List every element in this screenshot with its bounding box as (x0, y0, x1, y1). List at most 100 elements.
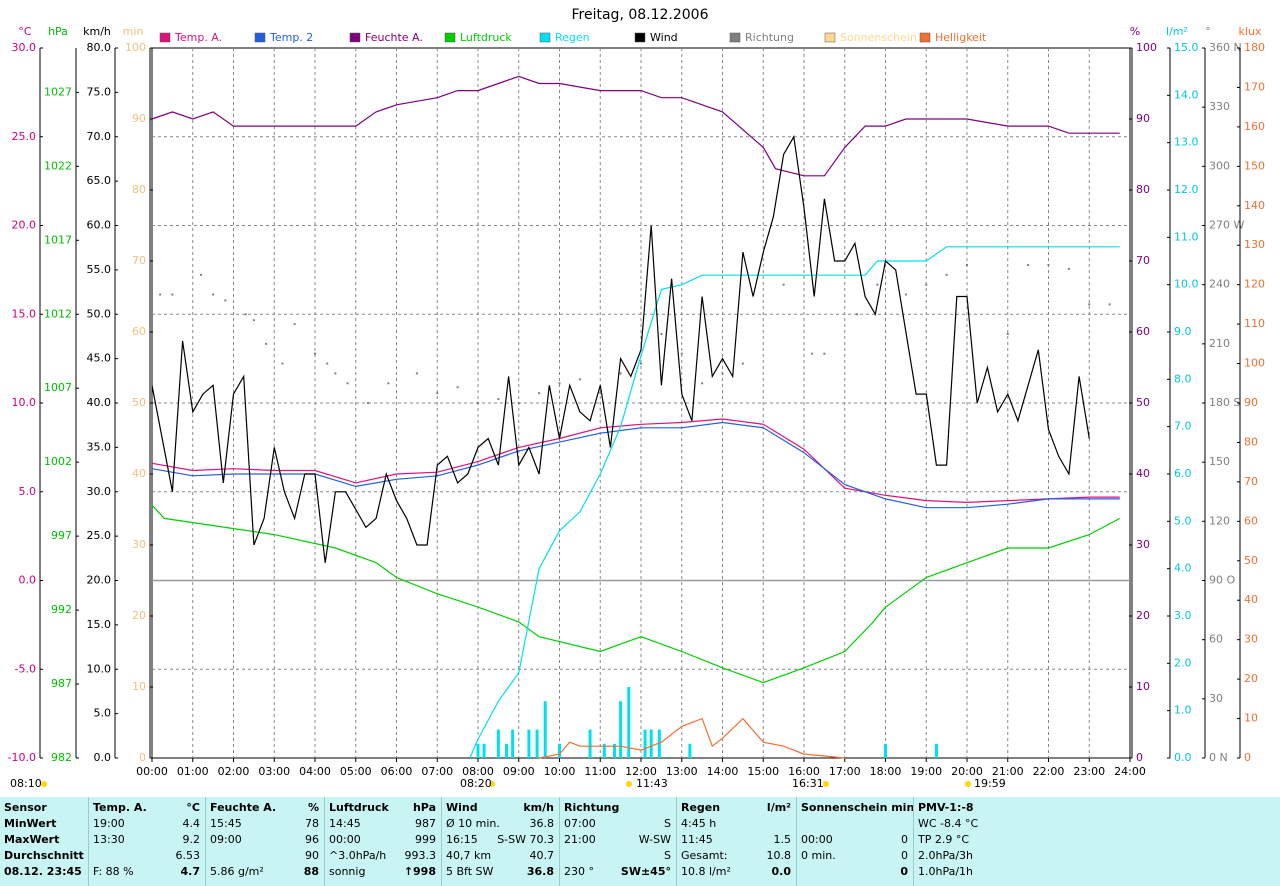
y-tick-label: 50 (1136, 396, 1150, 409)
header-text: Richtung (564, 801, 620, 814)
legend-swatch (634, 32, 646, 43)
legend-swatch (159, 32, 171, 43)
rain-bar (657, 729, 661, 758)
y-tick-label: 240 (1209, 278, 1230, 291)
legend-label: Temp. 2 (269, 31, 313, 44)
x-tick-label: 13:00 (666, 765, 698, 778)
stats-cell: 00:00 (801, 833, 833, 846)
stats-row: Ø 10 min. 36.8 (446, 816, 554, 832)
direction-dot (212, 293, 215, 296)
stats-row: TP 2.9 °C (918, 832, 1275, 848)
legend-swatch (539, 32, 551, 43)
stats-row: Gesamt: 10.8 (681, 848, 791, 864)
y-tick-label: 8.0 (1174, 372, 1192, 385)
x-tick-label: 10:00 (544, 765, 576, 778)
direction-dot (701, 382, 704, 385)
y-tick-label: 0.0 (94, 751, 112, 764)
rain-bar (649, 729, 653, 758)
direction-dot (782, 283, 785, 286)
legend-swatch (919, 32, 931, 43)
x-tick-label: 03:00 (258, 765, 290, 778)
header-text: Feuchte A. (210, 801, 277, 814)
direction-dot (415, 372, 418, 375)
rain-bar (511, 729, 515, 758)
y-tick-label: 90 (132, 112, 146, 125)
stats-row: 90 (210, 848, 319, 864)
stats-row: 21:00 W-SW (564, 832, 671, 848)
y-tick-label: 14.0 (1174, 88, 1199, 101)
y-tick-label: 30.0 (87, 485, 112, 498)
y-tick-label: 35.0 (87, 440, 112, 453)
y-tick-label: 0 (1136, 751, 1143, 764)
header-text: Wind (446, 801, 478, 814)
annotation: 08:20 (460, 777, 492, 790)
y-tick-label: 10.0 (87, 662, 112, 675)
series-line (151, 504, 1121, 684)
y-tick-label: 65.0 (87, 174, 112, 187)
stats-cell: S (664, 849, 671, 862)
axis-unit: hPa (48, 25, 68, 38)
stats-row: 08.12. 23:45 (4, 864, 82, 880)
rain-bar (934, 743, 938, 758)
direction-dot (680, 352, 683, 355)
stats-header: Wind km/h (446, 800, 554, 816)
stats-row: 5.86 g/m² 88 (210, 864, 319, 880)
stats-cell: 230 ° (564, 865, 594, 878)
y-tick-label: 1002 (44, 455, 72, 468)
y-tick-label: 2.0 (1174, 656, 1192, 669)
direction-dot (244, 313, 247, 316)
axis-unit: min (123, 25, 144, 38)
stats-cell: 0 (901, 833, 908, 846)
axis-unit: l/m² (1166, 25, 1188, 38)
direction-dot (1088, 303, 1091, 306)
y-tick-label: 5.0 (1174, 514, 1192, 527)
direction-dot (876, 283, 879, 286)
sun-icon (823, 781, 829, 787)
stats-row: MaxWert (4, 832, 82, 848)
y-tick-label: 210 (1209, 337, 1230, 350)
y-tick-label: 70 (1136, 254, 1150, 267)
x-tick-label: 18:00 (870, 765, 902, 778)
stats-cell: 78 (305, 817, 319, 830)
stats-cell: 21:00 (564, 833, 596, 846)
stats-cell: ^3.0hPa/h (329, 849, 387, 862)
y-tick-label: 1007 (44, 381, 72, 394)
stats-header: Sensor (4, 800, 82, 816)
stats-row: 10.8 l/m² 0.0 (681, 864, 791, 880)
stats-row: WC -8.4 °C (918, 816, 1275, 832)
header-unit: km/h (523, 801, 554, 814)
y-tick-label: 982 (51, 751, 72, 764)
series-line (151, 134, 1090, 563)
y-tick-label: 20 (1136, 609, 1150, 622)
stats-row: 13:30 9.2 (93, 832, 200, 848)
y-tick-label: 90 O (1209, 574, 1235, 587)
y-tick-label: 40 (1136, 467, 1150, 480)
legend-swatch (349, 32, 361, 43)
y-tick-label: 270 W (1209, 219, 1244, 232)
y-tick-label: 30 (132, 538, 146, 551)
y-tick-label: 50 (132, 396, 146, 409)
direction-dot (741, 362, 744, 365)
direction-dot (265, 342, 268, 345)
legend-label: Sonnenschein (840, 31, 917, 44)
rain-bar (588, 729, 592, 758)
stats-row: MinWert (4, 816, 82, 832)
stats-cell: 6.53 (175, 849, 201, 862)
stats-row: F: 88 % 4.7 (93, 864, 200, 880)
y-tick-label: 40 (1244, 593, 1258, 606)
legend-label: Regen (555, 31, 590, 44)
stats-cell: 08.12. 23:45 (4, 865, 82, 878)
y-tick-label: 360 N (1209, 41, 1242, 54)
x-tick-label: 19:00 (910, 765, 942, 778)
y-tick-label: 10 (1136, 680, 1150, 693)
stats-cell: 11:45 (681, 833, 713, 846)
direction-dot (334, 372, 337, 375)
direction-dot (159, 293, 162, 296)
stats-row: 16:15 S-SW 70.3 (446, 832, 554, 848)
x-tick-label: 05:00 (340, 765, 372, 778)
legend-label: Helligkeit (935, 31, 987, 44)
direction-dot (823, 352, 826, 355)
legend-label: Wind (650, 31, 678, 44)
x-tick-label: 24:00 (1114, 765, 1146, 778)
